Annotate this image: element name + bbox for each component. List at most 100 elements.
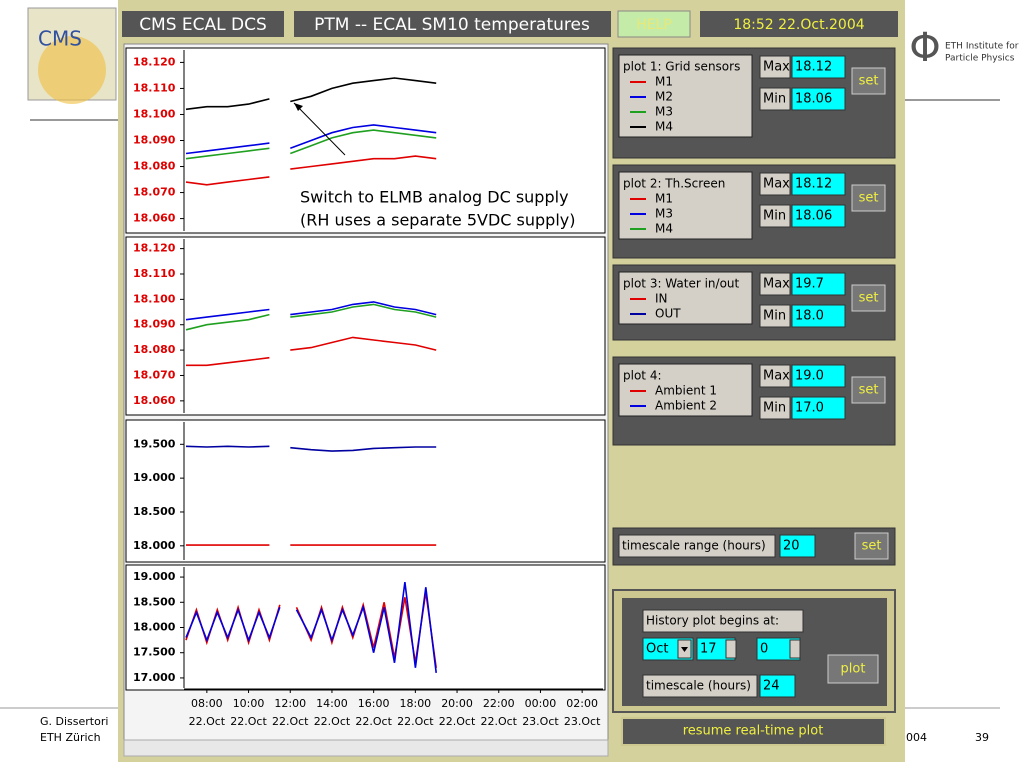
min-label: Min (763, 309, 786, 324)
max-label: Max (763, 60, 790, 75)
y-tick-label: 19.000 (133, 471, 176, 484)
x-tick-date: 23.Oct (522, 715, 559, 728)
resume-label[interactable]: resume real-time plot (683, 724, 824, 739)
x-tick-date: 22.Oct (480, 715, 517, 728)
clock: 18:52 22.Oct.2004 (733, 17, 864, 33)
cms-logo-art (38, 36, 106, 104)
y-tick-label: 18.070 (133, 368, 176, 381)
legend-entry: M3 (655, 207, 673, 221)
timescale-value: 24 (763, 679, 780, 694)
max-label: Max (763, 369, 790, 384)
min-field[interactable] (791, 396, 846, 420)
min-label-box (759, 396, 791, 420)
set-button[interactable] (851, 67, 886, 95)
y-tick-label: 18.500 (133, 595, 176, 608)
y-tick-label: 17.000 (133, 671, 176, 684)
max-label-box (759, 172, 791, 196)
y-tick-label: 18.060 (133, 394, 176, 407)
timescale-field[interactable] (759, 674, 796, 698)
annotation-arrow (293, 102, 346, 156)
min-value: 18.06 (795, 92, 832, 107)
legend-entry: Ambient 1 (655, 384, 717, 398)
x-tick-label: 14:00 (316, 697, 348, 710)
set-label[interactable]: set (859, 191, 879, 206)
series-line (185, 445, 437, 452)
set-label[interactable]: set (862, 539, 882, 554)
series-line (186, 336, 437, 367)
max-label: Max (763, 277, 790, 292)
x-tick-label: 00:00 (525, 697, 557, 710)
panel-label: plot 1: Grid sensors (623, 60, 740, 74)
max-label-box (759, 55, 791, 79)
legend-entry: M1 (655, 75, 673, 89)
legend-entry: Ambient 2 (655, 399, 717, 413)
eth-logo-text: Particle Physics (945, 54, 1015, 64)
set-label[interactable]: set (859, 74, 879, 89)
y-tick-label: 18.080 (133, 160, 176, 173)
set-button[interactable] (851, 284, 886, 312)
min-value: 17.0 (795, 401, 824, 416)
y-tick-label: 18.100 (133, 292, 176, 305)
max-field[interactable] (791, 55, 846, 79)
clock-box (700, 11, 898, 37)
x-tick-date: 22.Oct (397, 715, 434, 728)
x-tick-date: 23.Oct (564, 715, 601, 728)
resume-button[interactable] (621, 717, 886, 746)
max-field[interactable] (791, 364, 846, 388)
eth-logo-text: ETH Institute for (945, 42, 1019, 52)
annotation-arrowhead (294, 103, 303, 111)
set-button[interactable] (854, 532, 889, 560)
legend-entry: M3 (655, 105, 673, 119)
plot-button[interactable] (827, 654, 879, 684)
min-label: Min (763, 401, 786, 416)
x-tick-date: 22.Oct (314, 715, 351, 728)
day-spinner[interactable] (725, 639, 737, 659)
max-field[interactable] (791, 272, 846, 296)
set-button[interactable] (851, 184, 886, 212)
x-tick-label: 12:00 (274, 697, 306, 710)
set-label[interactable]: set (859, 383, 879, 398)
min-field[interactable] (791, 204, 846, 228)
min-label: Min (763, 209, 786, 224)
day-value: 17 (700, 642, 717, 657)
max-field[interactable] (791, 172, 846, 196)
y-tick-label: 18.060 (133, 212, 176, 225)
traces: 18.120 18.110 18.100 18.090 18.080 18.070 18.0… (133, 50, 603, 728)
min-value: 18.0 (795, 309, 824, 324)
min-value: 18.06 (795, 209, 832, 224)
min-field[interactable] (791, 87, 846, 111)
plot-button-label[interactable]: plot (841, 662, 866, 677)
panel-label: plot 4: (623, 369, 662, 383)
y-tick-label: 18.070 (133, 186, 176, 199)
legend-entry: M2 (655, 90, 673, 104)
y-tick-label: 18.080 (133, 343, 176, 356)
max-value: 18.12 (795, 177, 832, 192)
x-tick-date: 22.Oct (230, 715, 267, 728)
y-tick-label: 18.110 (133, 267, 176, 280)
min-field[interactable] (791, 304, 846, 328)
footer-date: 004 (906, 731, 927, 744)
help-label[interactable]: HELP (636, 17, 672, 33)
set-button[interactable] (851, 376, 886, 404)
x-tick-label: 02:00 (566, 697, 598, 710)
timescale-label: timescale (hours) (646, 679, 751, 693)
y-tick-label: 18.100 (133, 107, 176, 120)
help-button[interactable] (617, 10, 691, 38)
y-tick-label: 18.090 (133, 318, 176, 331)
set-label[interactable]: set (859, 291, 879, 306)
series-line (185, 129, 437, 160)
hour-spinner[interactable] (789, 639, 801, 659)
panel-title: PTM -- ECAL SM10 temperatures (314, 15, 590, 35)
series-line (185, 303, 437, 331)
y-tick-label: 18.000 (133, 621, 176, 634)
plot-frame (125, 236, 606, 416)
scrollbar[interactable] (123, 739, 609, 757)
series-line (185, 77, 437, 111)
timescale-range-field[interactable] (779, 534, 816, 558)
plot-frame (125, 419, 606, 563)
series-line (185, 301, 437, 321)
annotation: Switch to ELMB analog DC supply (300, 188, 569, 207)
timescale-range-value: 20 (783, 539, 800, 554)
